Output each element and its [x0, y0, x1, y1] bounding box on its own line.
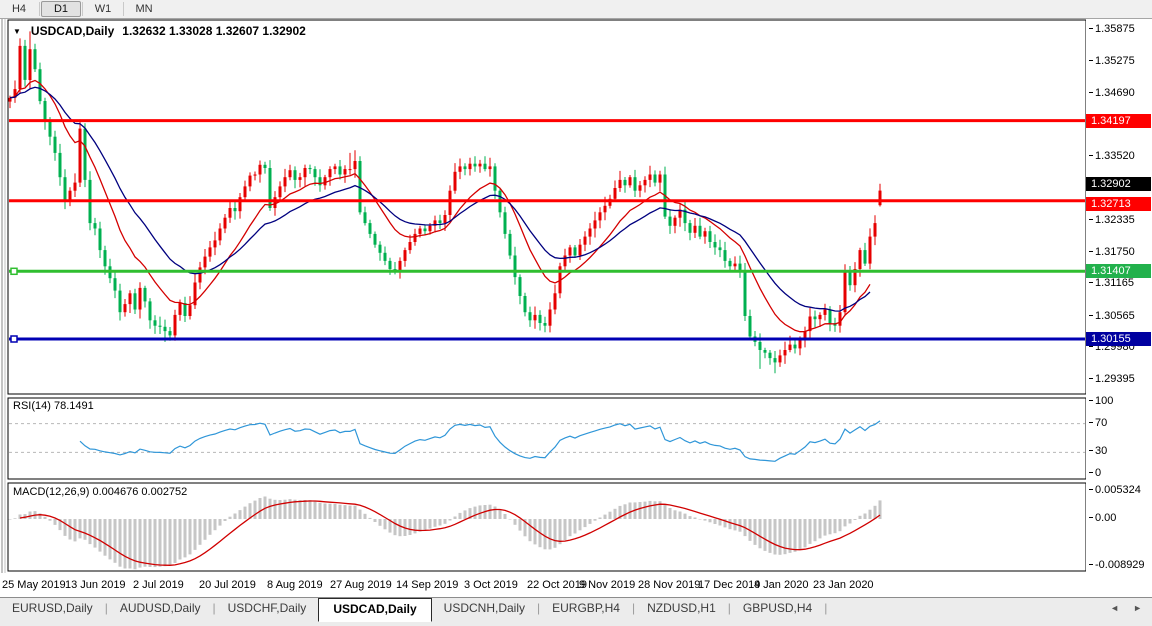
date-label-20-jul-2019: 20 Jul 2019	[199, 579, 256, 591]
rsi-tick-100: 100	[1089, 395, 1113, 407]
price-tick-1-31750: 1.31750	[1089, 246, 1135, 258]
date-label-14-sep-2019: 14 Sep 2019	[396, 579, 459, 591]
tab-scroll-right-icon[interactable]: ►	[1133, 603, 1142, 613]
date-label-8-aug-2019: 8 Aug 2019	[267, 579, 323, 591]
timeframe-button-h4[interactable]: H4	[11, 3, 27, 15]
date-label-22-oct-2019: 22 Oct 2019	[527, 579, 587, 591]
chart-title: ▼ USDCAD,Daily 1.32632 1.33028 1.32607 1…	[13, 24, 306, 38]
price-flag-1-32713: 1.32713	[1086, 197, 1151, 211]
support-line-green-marker[interactable]	[10, 267, 18, 276]
date-label-13-jun-2019: 13 Jun 2019	[65, 579, 126, 591]
price-tick-1-29395: 1.29395	[1089, 373, 1135, 385]
toolbar-separator	[82, 2, 83, 16]
support-line-blue-marker[interactable]	[10, 335, 18, 343]
tab-usdcnh-daily[interactable]: USDCNH,Daily	[443, 601, 526, 615]
ma-slow-blue	[9, 86, 871, 312]
tab-separator: |	[727, 601, 731, 615]
chart-ohlc-values: 1.32632 1.33028 1.32607 1.32902	[122, 24, 306, 38]
date-label-27-aug-2019: 27 Aug 2019	[330, 579, 392, 591]
macd-signal-line	[19, 500, 881, 566]
tab-audusd-daily[interactable]: AUDUSD,Daily	[119, 601, 201, 615]
tab-gbpusd-h4[interactable]: GBPUSD,H4	[742, 601, 813, 615]
tab-separator: |	[537, 601, 541, 615]
tab-nzdusd-h1[interactable]: NZDUSD,H1	[647, 601, 716, 615]
rsi-indicator-label: RSI(14) 78.1491	[13, 400, 94, 412]
chart-collapse-icon[interactable]: ▼	[13, 26, 21, 36]
tab-usdchf-daily[interactable]: USDCHF,Daily	[227, 601, 307, 615]
price-tick-1-32335: 1.32335	[1089, 214, 1135, 226]
tab-usdcad-daily[interactable]: USDCAD,Daily	[318, 598, 432, 622]
rsi-line	[79, 420, 881, 462]
date-label-28-nov-2019: 28 Nov 2019	[638, 579, 701, 591]
date-label-4-jan-2020: 4 Jan 2020	[754, 579, 809, 591]
price-flag-1-32902: 1.32902	[1086, 177, 1151, 191]
tab-separator: |	[104, 601, 108, 615]
price-flag-1-31407: 1.31407	[1086, 264, 1151, 278]
price-tick-1-33520: 1.33520	[1089, 150, 1135, 162]
price-tick-1-30565: 1.30565	[1089, 310, 1135, 322]
rsi-plot-area[interactable]	[8, 398, 1086, 479]
price-tick-1-34690: 1.34690	[1089, 87, 1135, 99]
chart-symbol-label: USDCAD,Daily	[30, 24, 115, 38]
rsi-tick-30: 30	[1089, 445, 1107, 457]
tab-eurusd-daily[interactable]: EURUSD,Daily	[12, 601, 93, 615]
price-flag-1-30155: 1.30155	[1086, 332, 1151, 346]
rsi-tick-70: 70	[1089, 417, 1107, 429]
macd-tick-0-00: 0.00	[1089, 512, 1116, 524]
tab-eurgbp-h4[interactable]: EURGBP,H4	[552, 601, 620, 615]
price-tick-1-35275: 1.35275	[1089, 55, 1135, 67]
tab-separator: |	[824, 601, 828, 615]
macd-histogram	[8, 496, 882, 570]
timeframe-toolbar: H4 D1 W1 MN	[0, 0, 1152, 19]
price-tick-1-35875: 1.35875	[1089, 23, 1135, 35]
macd-indicator-label: MACD(12,26,9) 0.004676 0.002752	[13, 486, 188, 498]
macd-tick-0-005324: 0.005324	[1089, 484, 1141, 496]
price-axis[interactable]: 1.358751.352751.346901.341051.335201.323…	[1086, 18, 1152, 575]
price-tick-1-31165: 1.31165	[1089, 277, 1134, 289]
timeframe-button-w1[interactable]: W1	[94, 3, 112, 15]
timeframe-button-mn[interactable]: MN	[135, 3, 153, 15]
tab-separator: |	[631, 601, 636, 615]
date-label-17-dec-2019: 17 Dec 2019	[698, 579, 761, 591]
timeframe-button-d1[interactable]: D1	[41, 1, 81, 17]
macd-tick-0-008929: -0.008929	[1089, 559, 1145, 571]
toolbar-separator	[39, 2, 40, 16]
date-label-9-nov-2019: 9 Nov 2019	[579, 579, 636, 591]
date-label-2-jul-2019: 2 Jul 2019	[133, 579, 184, 591]
symbol-tab-bar: EURUSD,Daily | AUDUSD,Daily | USDCHF,Daily US…	[0, 597, 1152, 626]
date-label-3-oct-2019: 3 Oct 2019	[464, 579, 518, 591]
tab-scroll-left-icon[interactable]: ◄	[1110, 603, 1120, 613]
price-flag-1-34197: 1.34197	[1086, 114, 1151, 128]
date-label-25-may-2019: 25 May 2019	[2, 579, 66, 591]
tab-separator: |	[212, 601, 216, 615]
rsi-tick-0: 0	[1089, 467, 1101, 479]
date-label-23-jan-2020: 23 Jan 2020	[813, 579, 874, 591]
ma-fast-red	[9, 79, 871, 333]
main-chart-plot-area[interactable]	[8, 20, 1086, 394]
tab-scroll-controls: ◄ ►	[1110, 603, 1142, 613]
toolbar-separator	[123, 2, 124, 16]
date-axis[interactable]: 25 May 2019 13 Jun 2019 2 Jul 2019 20 Jul 2…	[0, 574, 1086, 596]
